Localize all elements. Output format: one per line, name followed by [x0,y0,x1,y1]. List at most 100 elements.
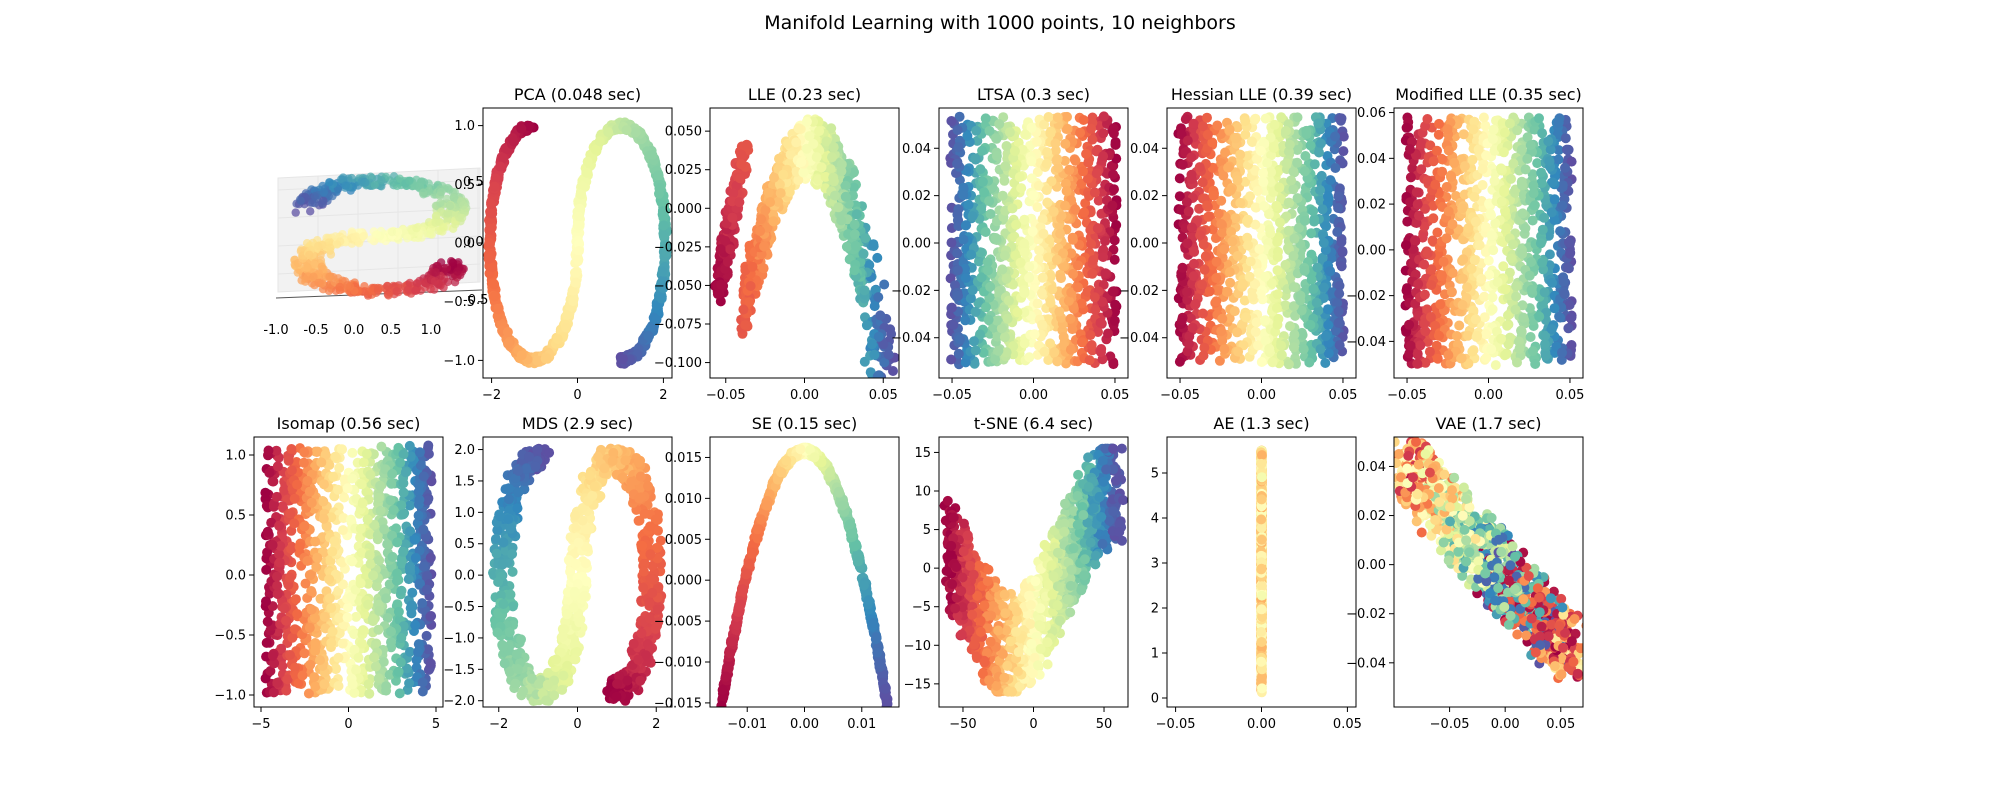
modified-lle-points [1400,112,1577,371]
scatter-point [868,440,878,450]
scatter-point [621,125,632,136]
scatter-point [1276,350,1287,361]
y-tick-label: 1.0 [454,119,475,134]
scatter-point [1189,258,1199,269]
x-tick-label: 0.5 [381,323,402,338]
scatter-point [849,229,860,240]
scatter-point [760,205,771,216]
scatter-point [370,180,379,189]
y-tick-label: −1.0 [443,354,475,369]
scatter-point [763,187,774,198]
scatter-point [324,286,334,296]
scatter-point [878,487,888,497]
scatter-point [1064,165,1075,176]
scatter-point [804,131,815,142]
scatter-point [977,145,988,156]
scatter-point [879,279,890,290]
scatter-point [1325,175,1336,186]
scatter-point [875,310,886,321]
lle-panel [705,107,900,550]
scatter-point [1318,237,1329,248]
scatter-point [888,511,898,521]
scatter-point [1062,123,1073,134]
scatter-point [1081,148,1092,159]
scatter-point [1186,152,1197,163]
scatter-point [741,139,752,150]
scatter-point [1407,163,1418,174]
scatter-point [1009,146,1020,156]
scatter-point [1002,313,1013,324]
scatter-point [1333,317,1344,328]
scatter-point [1045,271,1056,282]
scatter-point [868,456,878,466]
scatter-point [872,409,882,419]
scatter-point [960,273,971,283]
scatter-point [874,448,884,458]
scatter-point [881,540,891,550]
scatter-point [874,472,884,482]
scatter-point [869,447,879,457]
scatter-point [1060,200,1070,211]
scatter-point [869,301,880,312]
scatter-point [1268,142,1279,153]
scatter-point [984,196,995,207]
scatter-point [1299,265,1310,276]
scatter-point [1019,214,1030,225]
scatter-point [1202,129,1213,140]
scatter-point [290,260,299,269]
scatter-point [1001,347,1012,358]
scatter-point [1075,127,1086,138]
scatter-point [836,166,847,177]
scatter-point [1283,359,1294,370]
scatter-point [483,253,494,264]
ltsa-points [945,111,1122,370]
scatter-point [758,263,769,274]
scatter-point [1240,129,1251,140]
scatter-point [969,336,979,347]
scatter-point [1087,268,1098,279]
scatter-point [991,151,1002,161]
scatter-point [1311,297,1322,308]
scatter-point [971,125,982,136]
scatter-point [1082,173,1093,184]
scatter-point [877,524,887,534]
scatter-point [836,215,847,226]
scatter-point [1241,312,1251,323]
scatter-point [977,176,988,187]
scatter-point [1233,346,1244,357]
hessian-lle-points [1173,111,1349,370]
scatter-point [590,144,601,155]
scatter-point [1337,246,1348,257]
scatter-point [774,153,784,164]
scatter-point [1054,306,1065,317]
scatter-point [1323,320,1334,331]
scatter-point [1301,129,1312,140]
scatter-point [562,310,573,321]
scatter-point [965,293,976,304]
scatter-point [1250,279,1261,290]
scatter-point [658,283,669,294]
scatter-point [1253,340,1263,351]
x-tick-label: 0 [573,388,581,403]
scatter-point [314,278,323,288]
scatter-point [881,504,891,514]
scatter-point [728,188,739,199]
scatter-point [442,263,452,273]
scatter-point [417,233,426,242]
scatter-point [418,188,428,197]
scatter-point [848,182,859,193]
scatter-point [872,475,882,485]
scatter-point [874,422,884,432]
scatter-point [658,220,669,231]
scatter-point [725,244,736,255]
scatter-point [309,272,318,281]
scatter-point [1275,217,1285,228]
y-tick-label: 0.04 [1130,142,1159,157]
scatter-point [1309,159,1320,170]
scatter-point [820,171,831,182]
scatter-point [1202,112,1212,123]
scatter-point [325,243,335,252]
scatter-point [1000,161,1011,172]
